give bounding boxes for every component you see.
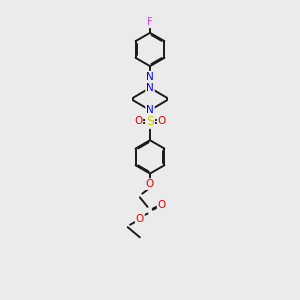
Text: N: N bbox=[146, 83, 154, 93]
Text: N: N bbox=[146, 72, 154, 82]
Text: F: F bbox=[147, 17, 153, 27]
Text: N: N bbox=[146, 105, 154, 115]
Text: O: O bbox=[158, 116, 166, 126]
Text: O: O bbox=[134, 116, 142, 126]
Text: O: O bbox=[136, 214, 144, 224]
Text: O: O bbox=[158, 200, 166, 210]
Text: O: O bbox=[146, 179, 154, 189]
Text: S: S bbox=[146, 115, 154, 128]
